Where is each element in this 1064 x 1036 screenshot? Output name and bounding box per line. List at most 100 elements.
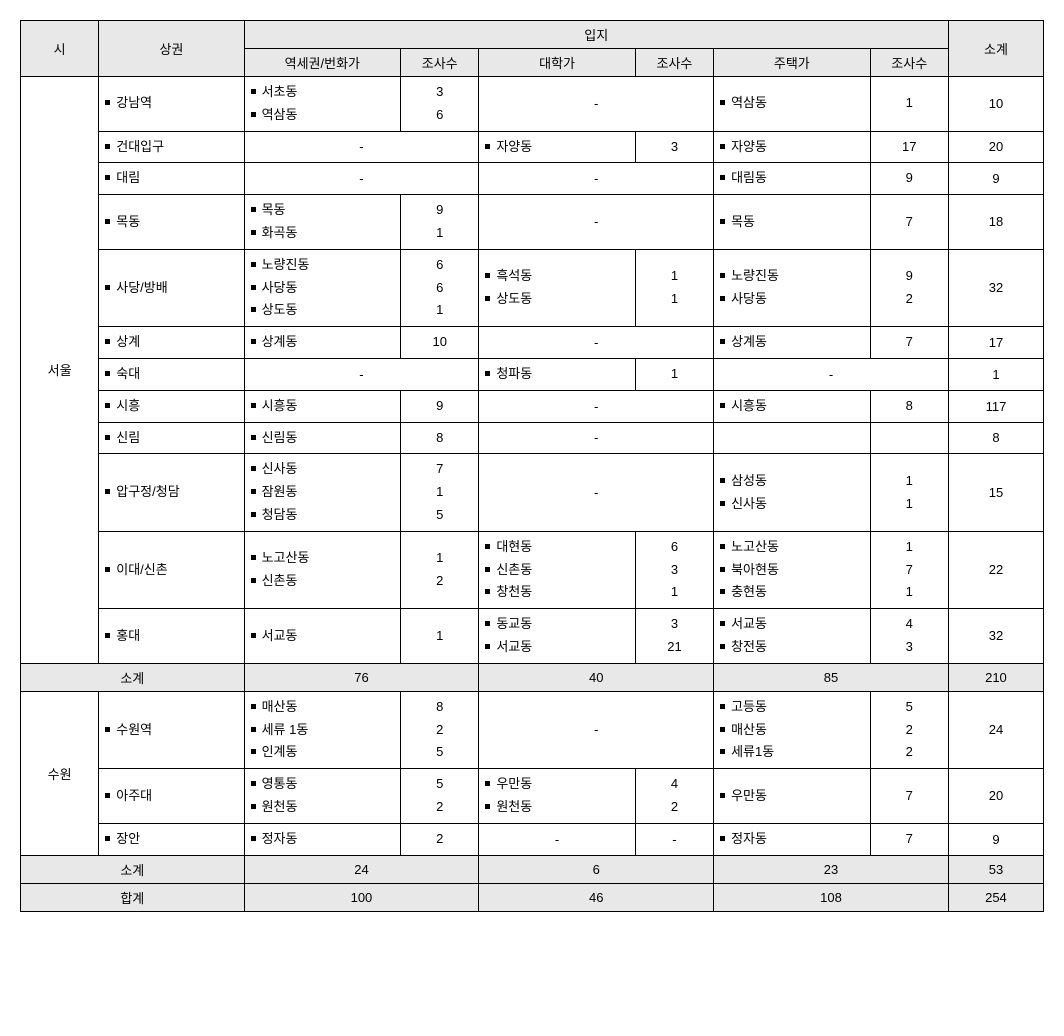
station-nums: 661 bbox=[401, 249, 479, 326]
survey-table: 시 상권 입지 소계 역세권/번화가 조사수 대학가 조사수 주택가 조사수 서… bbox=[20, 20, 1044, 912]
station-dash: - bbox=[244, 131, 479, 163]
bullet-item: 우만동 bbox=[720, 785, 864, 808]
bullet-item: 숙대 bbox=[105, 363, 237, 386]
sangkwon-cell: 장안 bbox=[99, 823, 244, 855]
bullet-marker bbox=[105, 371, 110, 376]
house-nums: 92 bbox=[870, 249, 948, 326]
bullet-marker bbox=[720, 296, 725, 301]
bullet-marker bbox=[485, 621, 490, 626]
bullet-item: 노량진동 bbox=[251, 254, 395, 277]
city-cell: 수원 bbox=[21, 691, 99, 855]
sangkwon-cell: 숙대 bbox=[99, 358, 244, 390]
bullet-item: 목동 bbox=[251, 199, 395, 222]
count-value: 9 bbox=[877, 265, 942, 288]
count-value: 1 bbox=[407, 547, 472, 570]
bullet-text: 우만동 bbox=[731, 786, 767, 807]
bullet-text: 흑석동 bbox=[496, 266, 532, 287]
city-cell: 서울 bbox=[21, 77, 99, 664]
house-items: 우만동 bbox=[714, 769, 871, 824]
table-row: 서울강남역서초동역삼동36-역삼동110 bbox=[21, 77, 1044, 132]
bullet-marker bbox=[251, 781, 256, 786]
bullet-marker bbox=[251, 339, 256, 344]
bullet-marker bbox=[251, 578, 256, 583]
bullet-text: 대현동 bbox=[496, 537, 532, 558]
hdr-cnt1: 조사수 bbox=[401, 49, 479, 77]
bullet-marker bbox=[105, 727, 110, 732]
univ-nums: 1 bbox=[635, 358, 713, 390]
sangkwon-cell: 시흥 bbox=[99, 390, 244, 422]
bullet-marker bbox=[720, 749, 725, 754]
bullet-text: 장안 bbox=[116, 829, 140, 850]
bullet-text: 고등동 bbox=[731, 697, 767, 718]
bullet-marker bbox=[105, 793, 110, 798]
bullet-item: 흑석동 bbox=[485, 265, 629, 288]
count-value: 5 bbox=[407, 741, 472, 764]
count-value: 7 bbox=[407, 458, 472, 481]
subtotal-row: 소계764085210 bbox=[21, 663, 1044, 691]
bullet-item: 서교동 bbox=[485, 636, 629, 659]
station-nums: 825 bbox=[401, 691, 479, 768]
bullet-marker bbox=[251, 207, 256, 212]
count-value: 1 bbox=[642, 363, 707, 386]
house-items: 노량진동사당동 bbox=[714, 249, 871, 326]
bullet-marker bbox=[251, 262, 256, 267]
bullet-item: 대림동 bbox=[720, 167, 864, 190]
bullet-marker bbox=[251, 230, 256, 235]
bullet-marker bbox=[720, 836, 725, 841]
bullet-text: 노량진동 bbox=[262, 255, 310, 276]
bullet-text: 신림 bbox=[116, 428, 140, 449]
bullet-marker bbox=[251, 489, 256, 494]
house-nums: 7 bbox=[870, 769, 948, 824]
count-value: 7 bbox=[877, 785, 942, 808]
count-value: 6 bbox=[407, 104, 472, 127]
row-subtotal: 24 bbox=[948, 691, 1043, 768]
house-items: 목동 bbox=[714, 195, 871, 250]
bullet-item: 시흥동 bbox=[251, 395, 395, 418]
bullet-marker bbox=[720, 175, 725, 180]
bullet-marker bbox=[720, 727, 725, 732]
station-nums: 36 bbox=[401, 77, 479, 132]
bullet-text: 인계동 bbox=[262, 742, 298, 763]
house-nums: 11 bbox=[870, 454, 948, 531]
bullet-text: 동교동 bbox=[496, 614, 532, 635]
house-nums: 43 bbox=[870, 609, 948, 664]
univ-items: 대현동신촌동창천동 bbox=[479, 531, 636, 608]
subtotal-univ: 6 bbox=[479, 855, 714, 883]
count-value: 8 bbox=[407, 427, 472, 450]
total-label: 합계 bbox=[21, 883, 245, 911]
count-value: 6 bbox=[407, 277, 472, 300]
bullet-text: 청파동 bbox=[496, 364, 532, 385]
bullet-item: 잠원동 bbox=[251, 481, 395, 504]
bullet-item: 우만동 bbox=[485, 773, 629, 796]
bullet-text: 목동 bbox=[116, 212, 140, 233]
bullet-item: 상계동 bbox=[251, 331, 395, 354]
univ-dash: - bbox=[479, 327, 714, 359]
bullet-item: 목동 bbox=[720, 211, 864, 234]
bullet-text: 목동 bbox=[731, 212, 755, 233]
table-row: 건대입구-자양동3자양동1720 bbox=[21, 131, 1044, 163]
bullet-text: 신사동 bbox=[731, 494, 767, 515]
hdr-subtotal: 소계 bbox=[948, 21, 1043, 77]
bullet-item: 대현동 bbox=[485, 536, 629, 559]
bullet-text: 숙대 bbox=[116, 364, 140, 385]
count-value: 8 bbox=[877, 395, 942, 418]
station-nums: 91 bbox=[401, 195, 479, 250]
bullet-text: 사당/방배 bbox=[116, 278, 167, 299]
hdr-ipji: 입지 bbox=[244, 21, 948, 49]
subtotal-row: 소계2462353 bbox=[21, 855, 1044, 883]
station-items: 노량진동사당동상도동 bbox=[244, 249, 401, 326]
bullet-item: 역삼동 bbox=[720, 92, 864, 115]
sangkwon-cell: 아주대 bbox=[99, 769, 244, 824]
station-nums: 1 bbox=[401, 609, 479, 664]
bullet-item: 서초동 bbox=[251, 81, 395, 104]
bullet-marker bbox=[251, 804, 256, 809]
count-value: 1 bbox=[642, 265, 707, 288]
subtotal-label: 소계 bbox=[21, 855, 245, 883]
bullet-text: 수원역 bbox=[116, 720, 152, 741]
bullet-text: 원천동 bbox=[262, 797, 298, 818]
bullet-marker bbox=[485, 144, 490, 149]
count-value: 4 bbox=[642, 773, 707, 796]
house-items: 서교동창전동 bbox=[714, 609, 871, 664]
table-header: 시 상권 입지 소계 역세권/번화가 조사수 대학가 조사수 주택가 조사수 bbox=[21, 21, 1044, 77]
hdr-cnt2: 조사수 bbox=[635, 49, 713, 77]
